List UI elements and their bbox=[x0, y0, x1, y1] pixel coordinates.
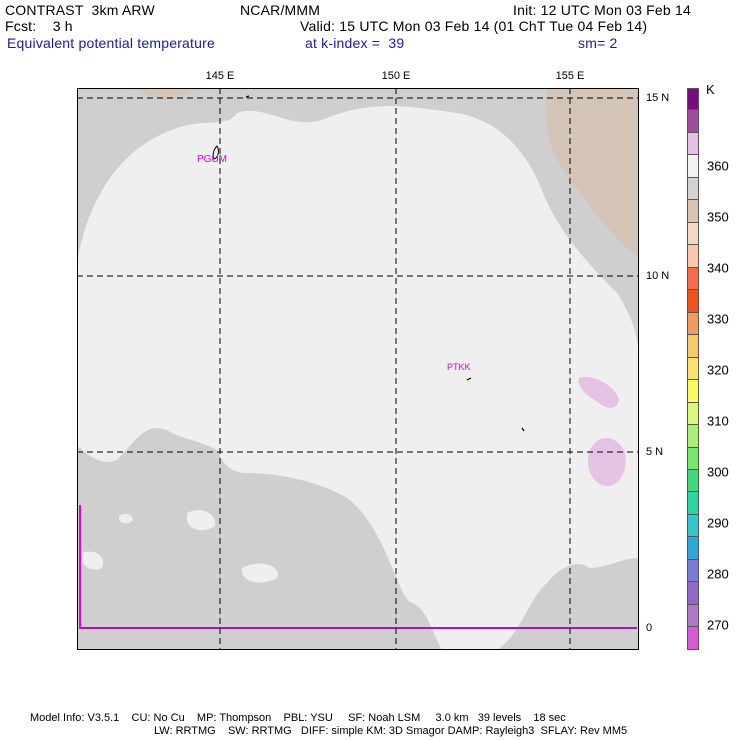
colorbar-swatch bbox=[687, 177, 699, 201]
model-info-line-2: LW: RRTMG SW: RRTMG DIFF: simple KM: 3D … bbox=[154, 725, 628, 737]
colorbar-swatch bbox=[687, 312, 699, 336]
guam-coast bbox=[212, 145, 219, 160]
lat-label-15n: 15 N bbox=[646, 92, 670, 104]
colorbar-swatch bbox=[687, 425, 699, 448]
smoothing-info: sm= 2 bbox=[578, 35, 618, 51]
colorbar-swatch bbox=[687, 559, 699, 583]
colorbar-label: 320 bbox=[707, 362, 729, 378]
colorbar-label: 280 bbox=[707, 566, 729, 582]
colorbar-swatch bbox=[687, 267, 699, 291]
colorbar-swatch bbox=[687, 290, 699, 313]
colorbar-swatch bbox=[687, 627, 699, 650]
lon-label-145: 145 E bbox=[205, 70, 235, 82]
field-name: Equivalent potential temperature bbox=[7, 35, 215, 51]
colorbar-swatch bbox=[687, 447, 699, 470]
light-spot-1 bbox=[119, 513, 133, 524]
station-pgum: PGUM bbox=[197, 154, 227, 165]
colorbar-swatch bbox=[687, 200, 699, 223]
colorbar-swatch bbox=[687, 537, 699, 560]
island-east bbox=[521, 427, 525, 432]
valid-time: Valid: 15 UTC Mon 03 Feb 14 (01 ChT Tue … bbox=[300, 18, 648, 34]
theta-e-map: PGUM PTKK bbox=[77, 88, 639, 650]
colorbar-swatch bbox=[687, 222, 699, 246]
light-spot-4 bbox=[242, 563, 278, 583]
chuuk-coast bbox=[466, 377, 472, 381]
light-ocean-region bbox=[77, 106, 639, 650]
colorbar-swatch bbox=[687, 110, 699, 133]
colorbar-swatch bbox=[687, 514, 699, 538]
lat-lon-grid bbox=[77, 88, 639, 650]
forecast-hour: Fcst: 3 h bbox=[5, 18, 73, 34]
grey-blob-3 bbox=[316, 518, 335, 538]
light-spot-3 bbox=[82, 551, 104, 570]
colorbar-label: 350 bbox=[707, 209, 729, 225]
colorbar-swatch bbox=[687, 469, 699, 493]
colorbar-swatch bbox=[687, 335, 699, 358]
colorbar-label: 290 bbox=[707, 515, 729, 531]
lat-label-10n: 10 N bbox=[646, 270, 670, 282]
model-title: CONTRAST 3km ARW bbox=[5, 2, 155, 18]
colorbar-label: 360 bbox=[707, 158, 729, 174]
map-border bbox=[77, 88, 639, 650]
colorbar-swatch bbox=[687, 380, 699, 403]
colorbar-label: 270 bbox=[707, 617, 729, 633]
init-time: Init: 12 UTC Mon 03 Feb 14 bbox=[513, 2, 691, 18]
pink-blob-south bbox=[587, 438, 626, 487]
lat-label-5n: 5 N bbox=[646, 446, 664, 458]
tan-patch-north bbox=[137, 88, 197, 100]
lon-label-150: 150 E bbox=[381, 70, 411, 82]
colorbar-swatch bbox=[687, 492, 699, 515]
island-north bbox=[245, 95, 250, 98]
colorbar-swatch bbox=[687, 245, 699, 268]
pink-blob-north bbox=[578, 377, 619, 408]
light-spot-2 bbox=[187, 510, 216, 531]
colorbar-swatch bbox=[687, 88, 699, 111]
colorbar-swatch bbox=[687, 155, 699, 178]
organization: NCAR/MMM bbox=[240, 2, 321, 18]
colorbar-swatch bbox=[687, 604, 699, 628]
level-info: at k-index = 39 bbox=[305, 35, 405, 51]
colorbar-label: 310 bbox=[707, 413, 729, 429]
colorbar-label: 330 bbox=[707, 311, 729, 327]
model-info-line-1: Model Info: V3.5.1 CU: No Cu MP: Thompso… bbox=[30, 712, 566, 724]
colorbar-swatch bbox=[687, 132, 699, 156]
colorbar-swatch bbox=[687, 582, 699, 605]
grey-blob-2 bbox=[177, 524, 227, 556]
station-ptkk: PTKK bbox=[447, 362, 471, 372]
colorbar-label: 340 bbox=[707, 260, 729, 276]
colorbar-swatch bbox=[687, 402, 699, 426]
lon-label-155: 155 E bbox=[555, 70, 585, 82]
colorbar-label: 300 bbox=[707, 464, 729, 480]
colorbar-swatch bbox=[687, 357, 699, 381]
lat-label-0: 0 bbox=[646, 622, 653, 634]
colorbar bbox=[687, 88, 699, 650]
colorbar-unit: K bbox=[706, 82, 715, 97]
tan-patch-northeast bbox=[545, 88, 639, 258]
